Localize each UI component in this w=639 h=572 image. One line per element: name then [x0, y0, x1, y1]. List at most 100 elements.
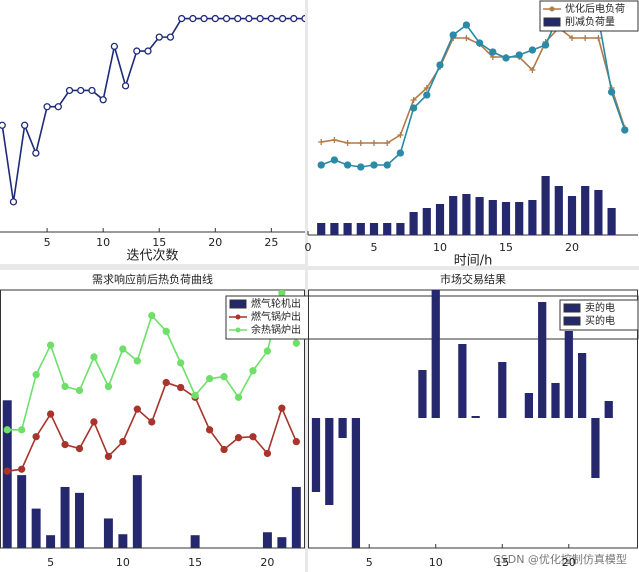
bar	[132, 475, 142, 548]
bar	[17, 475, 27, 548]
marker	[32, 433, 40, 441]
marker	[46, 410, 55, 418]
marker	[383, 161, 391, 169]
marker	[502, 54, 510, 62]
marker	[463, 35, 470, 41]
marker	[121, 82, 130, 90]
marker	[357, 140, 364, 146]
marker	[133, 357, 141, 365]
bar	[564, 331, 573, 418]
x-tick-label: 5	[371, 241, 378, 254]
marker	[191, 391, 199, 400]
bar	[418, 370, 427, 418]
marker	[90, 418, 98, 426]
marker	[189, 14, 197, 23]
bar	[31, 508, 41, 548]
legend-swatch	[543, 17, 561, 27]
marker	[3, 467, 11, 475]
marker	[396, 149, 405, 157]
plot-frame	[0, 289, 305, 549]
marker	[148, 418, 156, 426]
marker	[144, 47, 152, 55]
marker	[220, 445, 228, 454]
marker	[3, 426, 11, 434]
marker	[278, 404, 286, 412]
bar	[262, 532, 272, 548]
marker	[371, 140, 377, 146]
marker	[88, 86, 96, 95]
marker	[32, 371, 40, 379]
bar	[554, 186, 563, 235]
bar	[46, 535, 56, 548]
marker	[292, 339, 300, 347]
bar	[277, 537, 287, 548]
marker	[370, 161, 378, 169]
marker	[61, 440, 69, 449]
bar	[311, 418, 321, 492]
bar	[591, 418, 600, 478]
marker	[489, 48, 497, 56]
marker	[423, 85, 430, 91]
marker	[357, 163, 365, 171]
x-tick-label: 20	[208, 236, 222, 249]
bar	[501, 202, 511, 235]
marker	[595, 35, 602, 41]
marker	[436, 61, 444, 69]
x-tick-label: 15	[152, 236, 166, 249]
plot-area	[317, 11, 629, 235]
marker	[75, 444, 84, 453]
marker	[301, 14, 305, 23]
bar	[538, 302, 547, 418]
bar	[60, 486, 70, 548]
marker	[133, 47, 141, 55]
x-tick-label: 15	[188, 556, 202, 569]
bar	[356, 223, 365, 235]
legend-swatch	[235, 314, 241, 320]
marker	[515, 51, 523, 59]
x-axis-label: 时间/h	[454, 254, 493, 269]
chart-title: 需求响应前后热负荷曲线	[92, 272, 213, 286]
marker	[162, 327, 170, 336]
marker	[9, 198, 18, 206]
bar	[330, 223, 339, 235]
bar	[551, 383, 560, 418]
marker	[18, 426, 26, 434]
marker	[290, 14, 298, 23]
x-tick-label: 15	[499, 241, 513, 254]
x-tick-label: 15	[495, 556, 509, 569]
bar	[409, 212, 418, 235]
bar	[369, 223, 379, 235]
legend-swatch	[563, 316, 581, 326]
bar	[475, 197, 484, 235]
marker	[234, 393, 243, 401]
marker	[119, 437, 127, 446]
legend-swatch	[229, 299, 247, 309]
bar	[488, 200, 497, 235]
marker	[423, 91, 431, 99]
marker	[256, 14, 264, 23]
marker	[343, 161, 352, 169]
marker	[607, 88, 616, 96]
marker	[61, 382, 69, 391]
x-tick-label: 10	[116, 556, 130, 569]
legend-label: 买的电	[585, 314, 615, 327]
legend-label: 削减负荷量	[565, 15, 615, 28]
x-tick-label: 10	[433, 241, 447, 254]
marker	[278, 14, 287, 23]
marker	[90, 353, 98, 361]
marker	[569, 35, 575, 41]
marker	[75, 386, 84, 395]
marker	[18, 465, 26, 473]
marker	[263, 347, 272, 355]
bar	[338, 418, 347, 438]
bar	[351, 418, 361, 548]
marker	[166, 33, 175, 41]
plot-area	[311, 290, 613, 548]
marker	[220, 373, 228, 381]
marker	[330, 156, 339, 164]
bar	[524, 393, 534, 418]
marker	[397, 132, 404, 138]
marker	[541, 41, 550, 49]
plot-area	[2, 290, 301, 548]
legend-label: 优化后电负荷	[565, 2, 625, 15]
